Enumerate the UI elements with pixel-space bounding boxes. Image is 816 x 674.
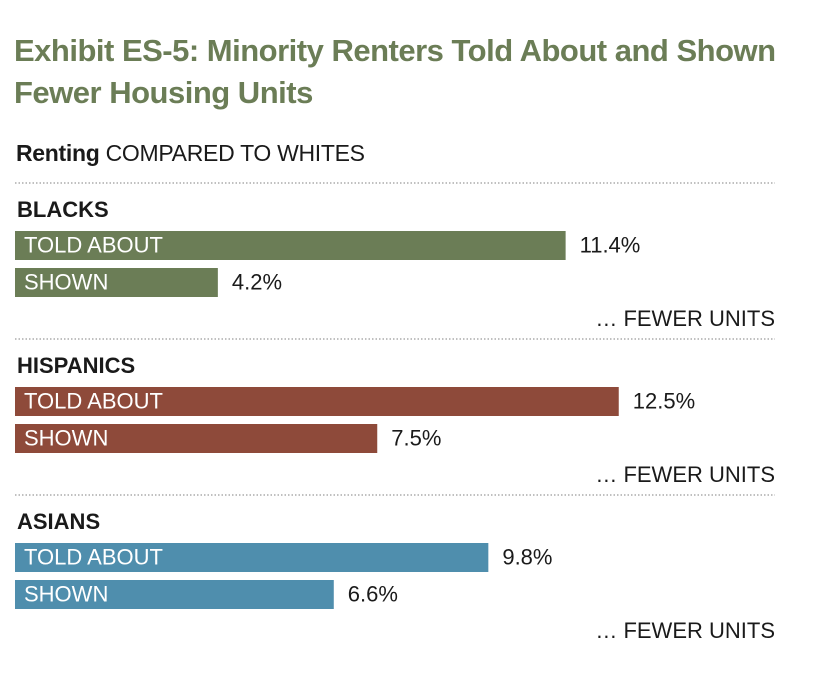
- bar-label-hispanics-shown: SHOWN: [24, 425, 108, 450]
- bar-blacks-shown: [15, 268, 218, 297]
- bar-label-asians-told-about: TOLD ABOUT: [24, 544, 163, 569]
- chart-title-line-2: Fewer Housing Units: [14, 75, 313, 110]
- data-label-blacks-told-about: 11.4%: [580, 232, 641, 257]
- group-label-blacks: BLACKS: [17, 197, 109, 222]
- bar-blacks-told-about: [15, 231, 566, 260]
- bar-asians-shown: [15, 580, 334, 609]
- data-label-hispanics-told-about: 12.5%: [633, 388, 695, 413]
- unit-note-blacks: … FEWER UNITS: [595, 306, 775, 331]
- subtitle-category: Renting: [16, 140, 100, 166]
- bar-hispanics-told-about: [15, 387, 619, 416]
- subtitle-comparison: COMPARED TO WHITES: [105, 140, 365, 166]
- data-label-asians-shown: 6.6%: [348, 581, 398, 606]
- bar-asians-told-about: [15, 543, 489, 572]
- data-label-asians-told-about: 9.8%: [502, 544, 552, 569]
- chart-title: Exhibit ES-5: Minority Renters Told Abou…: [14, 30, 804, 114]
- data-label-blacks-shown: 4.2%: [232, 269, 282, 294]
- bar-label-hispanics-told-about: TOLD ABOUT: [24, 388, 163, 413]
- bar-label-asians-shown: SHOWN: [24, 581, 108, 606]
- bar-label-blacks-told-about: TOLD ABOUT: [24, 232, 163, 257]
- group-label-hispanics: HISPANICS: [17, 353, 135, 378]
- chart-title-line-1: Exhibit ES-5: Minority Renters Told Abou…: [14, 33, 776, 68]
- chart-subtitle: Renting COMPARED TO WHITES: [16, 140, 365, 167]
- bar-label-blacks-shown: SHOWN: [24, 269, 108, 294]
- bar-hispanics-shown: [15, 424, 378, 453]
- data-label-hispanics-shown: 7.5%: [391, 425, 441, 450]
- group-label-asians: ASIANS: [17, 509, 100, 534]
- unit-note-hispanics: … FEWER UNITS: [595, 462, 775, 487]
- unit-note-asians: … FEWER UNITS: [595, 618, 775, 643]
